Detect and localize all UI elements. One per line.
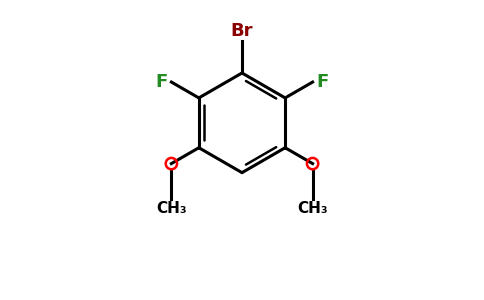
- Text: F: F: [156, 73, 168, 91]
- Text: Br: Br: [231, 22, 253, 40]
- Text: CH₃: CH₃: [297, 201, 328, 216]
- Text: CH₃: CH₃: [156, 201, 187, 216]
- Text: F: F: [316, 73, 328, 91]
